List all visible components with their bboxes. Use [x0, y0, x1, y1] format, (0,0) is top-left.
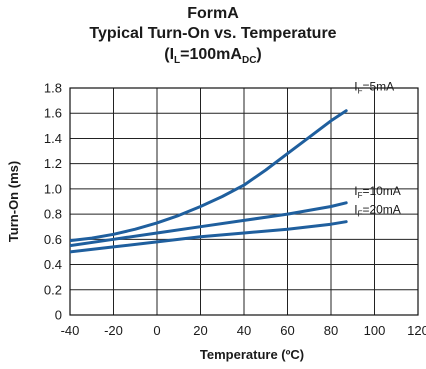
x-tick-label: -20: [104, 323, 123, 338]
y-tick-label: 0.6: [44, 232, 62, 247]
series-line-2: [70, 201, 348, 248]
y-tick-label: 0.2: [44, 282, 62, 297]
x-tick-label: 80: [324, 323, 338, 338]
y-tick-label: 0.4: [44, 257, 62, 272]
x-tick-label: 60: [280, 323, 294, 338]
chart-title-line3: (IL=100mADC): [164, 46, 262, 67]
y-tick-label: 1.8: [44, 81, 62, 96]
x-axis-label: Temperature (ºC): [200, 347, 304, 362]
series-labels: IF=5mA IF=10mA IF=20mA: [354, 80, 401, 219]
x-tick-label: 0: [153, 323, 160, 338]
series-lines: [70, 109, 348, 254]
series-line-3: [70, 220, 348, 254]
x-tick-label: 100: [364, 323, 386, 338]
y-tick-label: 1.2: [44, 156, 62, 171]
y-tick-label: 1.4: [44, 131, 62, 146]
y-tick-label: 1.6: [44, 106, 62, 121]
x-tick-label: -40: [61, 323, 80, 338]
x-tick-label: 120: [407, 323, 426, 338]
series-label-3: IF=20mA: [354, 203, 401, 219]
series-label-1: IF=5mA: [354, 80, 394, 96]
x-tick-label: 20: [193, 323, 207, 338]
x-tick-label: 40: [237, 323, 251, 338]
series-label-2: IF=10mA: [354, 184, 401, 200]
series-line-1: [70, 109, 348, 243]
chart-title-line2: Typical Turn-On vs. Temperature: [89, 25, 337, 42]
y-tick-label: 1.0: [44, 181, 62, 196]
y-tick-label: 0: [55, 308, 62, 323]
tick-labels: -40 -20 0 20 40 60 80 100 120 0 0.2 0.4 0.6 0.8 1.0 1.2…: [44, 81, 426, 339]
y-axis-label: Turn-On (ms): [6, 161, 21, 242]
grid: [69, 87, 419, 316]
chart-title-line1: FormA: [187, 5, 239, 22]
y-tick-label: 0.8: [44, 207, 62, 222]
plot-frame: [69, 87, 419, 316]
